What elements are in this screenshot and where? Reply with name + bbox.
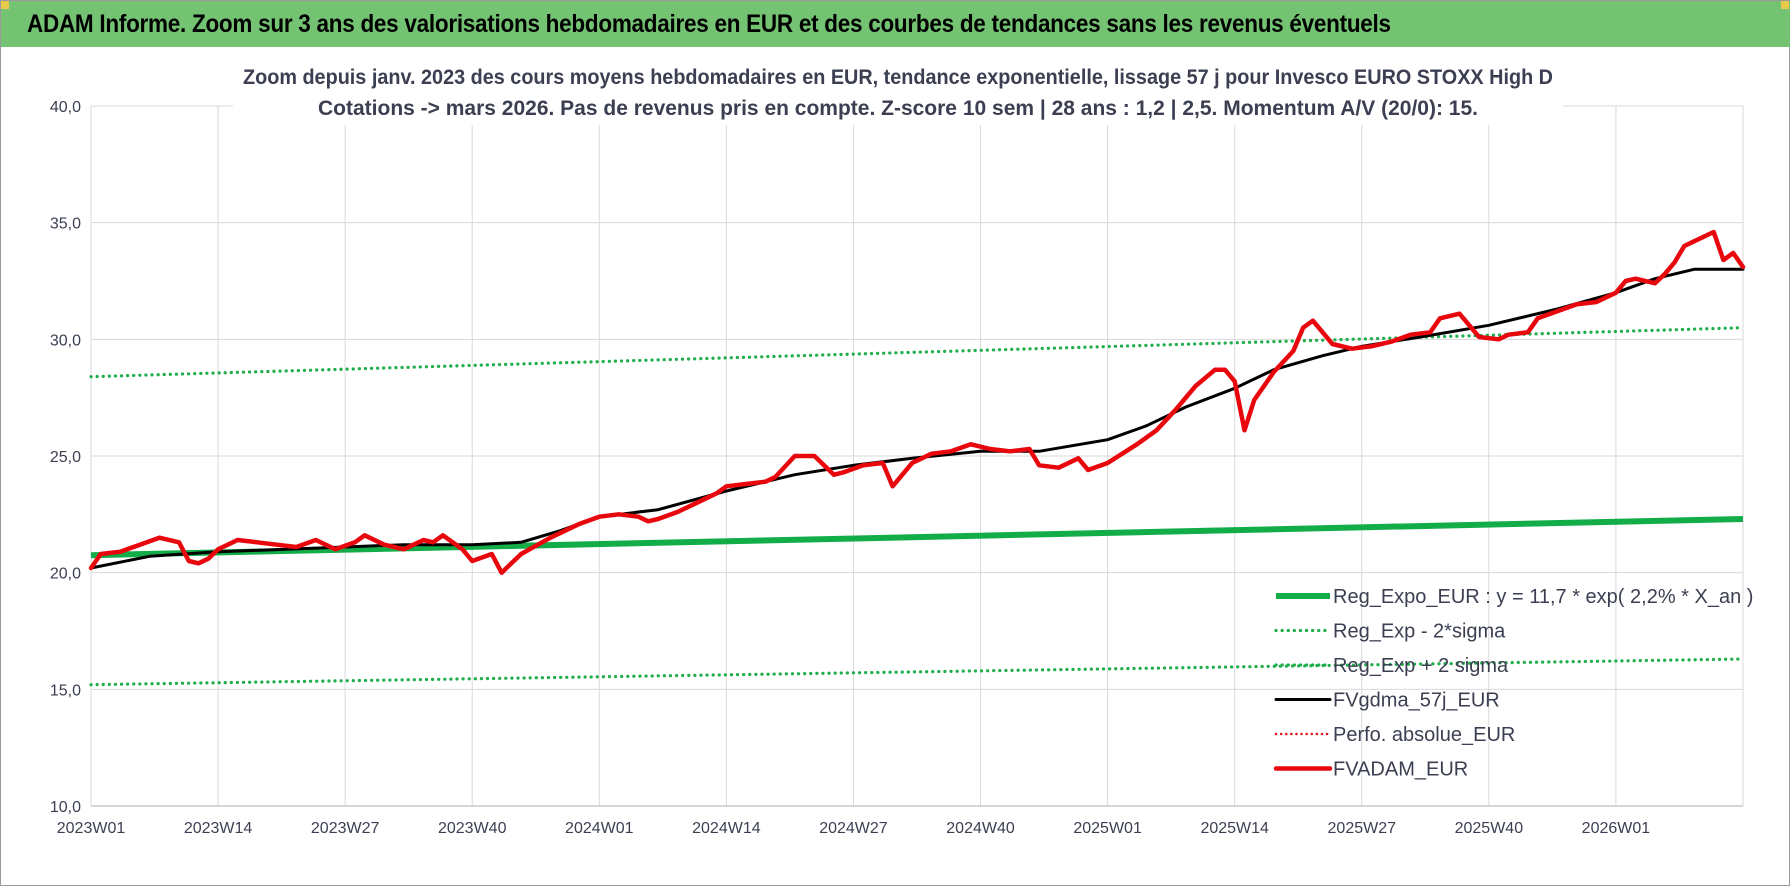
legend-label: Reg_Exp - 2*sigma <box>1333 621 1506 643</box>
x-tick-label: 2025W27 <box>1328 820 1397 837</box>
page-title: ADAM Informe. Zoom sur 3 ans des valoris… <box>27 9 1391 38</box>
header-banner: ADAM Informe. Zoom sur 3 ans des valoris… <box>1 1 1790 47</box>
x-tick-label: 2023W27 <box>311 820 380 837</box>
chart-grid <box>90 105 1744 807</box>
y-tick-label: 10,0 <box>50 799 81 816</box>
series-minus-2sigma-line <box>89 657 1745 687</box>
x-tick-label: 2026W01 <box>1582 820 1651 837</box>
line-chart: 10,0 15,0 20,0 25,0 30,0 35,0 40,0 2023W01 2023W… <box>50 59 1753 837</box>
x-tick-label: 2024W40 <box>946 820 1015 837</box>
series-reg-expo-line <box>90 516 1744 559</box>
y-tick-label: 25,0 <box>50 449 81 466</box>
y-tick-label: 40,0 <box>50 99 81 116</box>
y-tick-label: 15,0 <box>50 682 81 699</box>
y-tick-label: 20,0 <box>50 566 81 583</box>
x-tick-label: 2025W01 <box>1073 820 1142 837</box>
chart-series <box>88 229 1746 687</box>
chart-title-background <box>233 59 1563 125</box>
chart-title: Zoom depuis janv. 2023 des cours moyens … <box>233 59 1563 125</box>
legend-label: Reg_Expo_EUR : y = 11,7 * exp( 2,2% * X_… <box>1333 586 1753 608</box>
legend-label: Reg_Exp + 2 sigma <box>1333 655 1509 677</box>
chart-axes: 10,0 15,0 20,0 25,0 30,0 35,0 40,0 2023W01 2023W… <box>50 99 1743 837</box>
x-tick-label: 2024W01 <box>565 820 634 837</box>
corner-mark <box>1 1 9 9</box>
chart-title-line-2: Cotations -> mars 2026. Pas de revenus p… <box>318 97 1478 120</box>
x-tick-label: 2023W40 <box>438 820 507 837</box>
x-tick-label: 2024W14 <box>692 820 761 837</box>
series-fvadam-line <box>88 229 1746 575</box>
x-tick-label: 2024W27 <box>819 820 888 837</box>
legend-label: Perfo. absolue_EUR <box>1333 724 1515 746</box>
series-fvgdma-line <box>89 267 1745 570</box>
legend-label: FVADAM_EUR <box>1333 759 1468 781</box>
x-tick-label: 2025W40 <box>1455 820 1524 837</box>
corner-mark <box>1781 1 1789 9</box>
chart-title-line-1: Zoom depuis janv. 2023 des cours moyens … <box>243 66 1553 89</box>
x-tick-label: 2025W14 <box>1200 820 1269 837</box>
series-plus-2sigma-line <box>89 326 1745 379</box>
y-tick-label: 30,0 <box>50 332 81 349</box>
chart-legend: Reg_Expo_EUR : y = 11,7 * exp( 2,2% * X_… <box>1273 586 1753 781</box>
x-tick-label: 2023W14 <box>184 820 253 837</box>
legend-label: FVgdma_57j_EUR <box>1333 690 1500 712</box>
y-tick-label: 35,0 <box>50 216 81 233</box>
x-tick-label: 2023W01 <box>57 820 126 837</box>
